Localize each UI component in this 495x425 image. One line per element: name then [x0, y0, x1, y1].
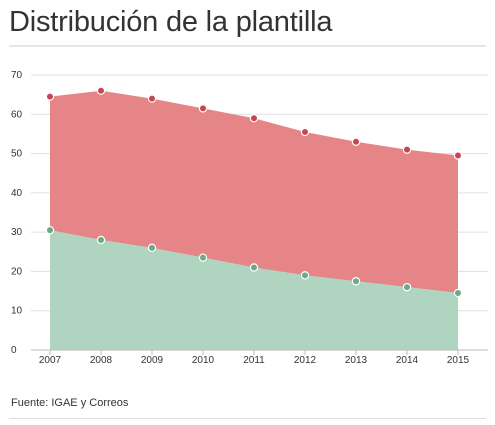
source-note: Fuente: IGAE y Correos: [11, 397, 129, 409]
x-tick-label-2015: 2015: [447, 355, 470, 366]
series-2-point-2008: [96, 86, 106, 95]
y-tick-label-30: 30: [11, 227, 23, 238]
y-tick-label-50: 50: [11, 149, 23, 160]
x-tick-label-2010: 2010: [192, 355, 215, 366]
series-2-point-2007: [45, 92, 55, 101]
x-tick-label-2013: 2013: [345, 355, 368, 366]
y-tick-label-40: 40: [11, 188, 23, 199]
series-1-point-2014: [402, 282, 412, 292]
series-2-point-2009: [147, 94, 157, 103]
series-2-point-2015: [453, 151, 463, 160]
series-1-point-2007: [45, 225, 55, 235]
series-2-area: [50, 90, 458, 294]
series-2-point-2010: [198, 104, 208, 113]
x-tick-label-2009: 2009: [141, 355, 164, 366]
x-tick-label-2008: 2008: [90, 355, 113, 366]
series-2-point-2011: [249, 114, 259, 123]
series-1-point-2008: [96, 235, 106, 245]
series-1-point-2015: [453, 288, 463, 298]
series-1-point-2013: [351, 277, 361, 286]
x-axis-ticks: 2007 2008 2009 2010 2011 2012 2013 2014 2015: [39, 355, 470, 366]
y-tick-label-70: 70: [11, 70, 23, 81]
chart-title: Distribución de la plantilla: [9, 6, 333, 38]
series-1-point-2012: [300, 271, 310, 280]
y-axis-ticks: 0 10 20 30 40 50 60 70: [11, 70, 23, 356]
y-tick-label-10: 10: [11, 306, 23, 317]
series-1-point-2010: [198, 253, 208, 262]
bottom-divider: [9, 418, 486, 419]
x-tick-label-2014: 2014: [396, 355, 419, 366]
series-2-point-2014: [402, 145, 412, 154]
title-divider: [9, 45, 486, 47]
y-tick-label-20: 20: [11, 266, 23, 277]
y-tick-label-0: 0: [11, 345, 17, 356]
x-tick-label-2012: 2012: [294, 355, 317, 366]
series-2-point-2012: [300, 127, 310, 137]
series-1-point-2009: [147, 243, 157, 253]
x-tick-label-2011: 2011: [243, 355, 265, 366]
data-points: [45, 86, 463, 298]
y-tick-label-60: 60: [11, 109, 23, 120]
series-1-point-2011: [249, 263, 259, 272]
x-axis: [31, 349, 488, 355]
series-2-point-2013: [351, 137, 361, 146]
series-1-area: [50, 230, 458, 350]
area-chart: 0 10 20 30 40 50 60 70 2007 2008 2009 2010 2011 2012…: [11, 70, 488, 366]
x-tick-label-2007: 2007: [39, 355, 62, 366]
series-areas: [50, 90, 458, 350]
